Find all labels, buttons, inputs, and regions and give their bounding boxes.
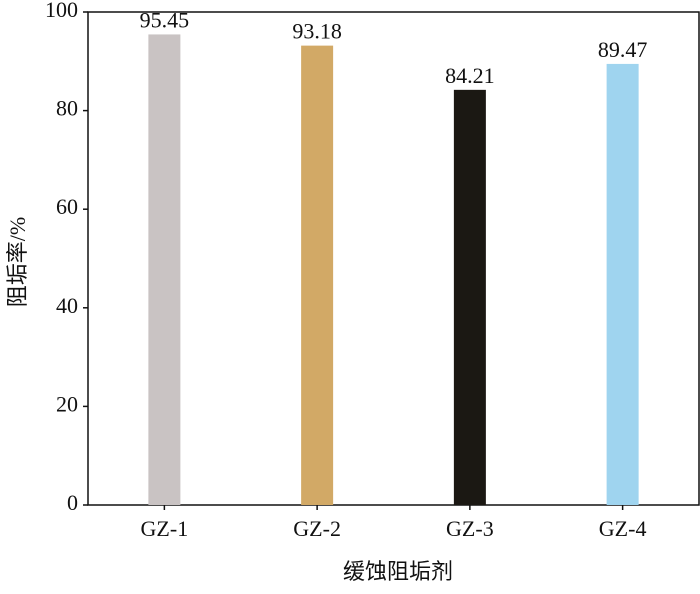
x-tick-label: GZ-4 — [599, 516, 647, 541]
y-tick-label: 100 — [45, 0, 78, 22]
data-label: 93.18 — [292, 19, 342, 44]
y-tick-label: 80 — [56, 96, 78, 121]
data-label: 84.21 — [445, 63, 495, 88]
y-tick-label: 60 — [56, 194, 78, 219]
y-axis-title: 阻垢率/% — [5, 217, 30, 307]
x-tick-label: GZ-1 — [141, 516, 189, 541]
x-tick-label: GZ-2 — [293, 516, 341, 541]
plot-frame — [87, 11, 700, 506]
data-label: 89.47 — [598, 37, 648, 62]
bar — [301, 45, 334, 506]
y-tick-label: 40 — [56, 293, 78, 318]
x-tick-label: GZ-3 — [446, 516, 494, 541]
y-tick-label: 20 — [56, 391, 78, 416]
bar — [606, 63, 639, 505]
y-tick-label: 0 — [67, 490, 78, 515]
bar — [148, 34, 181, 506]
data-label: 95.45 — [140, 7, 190, 32]
x-axis-title: 缓蚀阻垢剂 — [343, 559, 453, 584]
bar — [453, 89, 486, 506]
